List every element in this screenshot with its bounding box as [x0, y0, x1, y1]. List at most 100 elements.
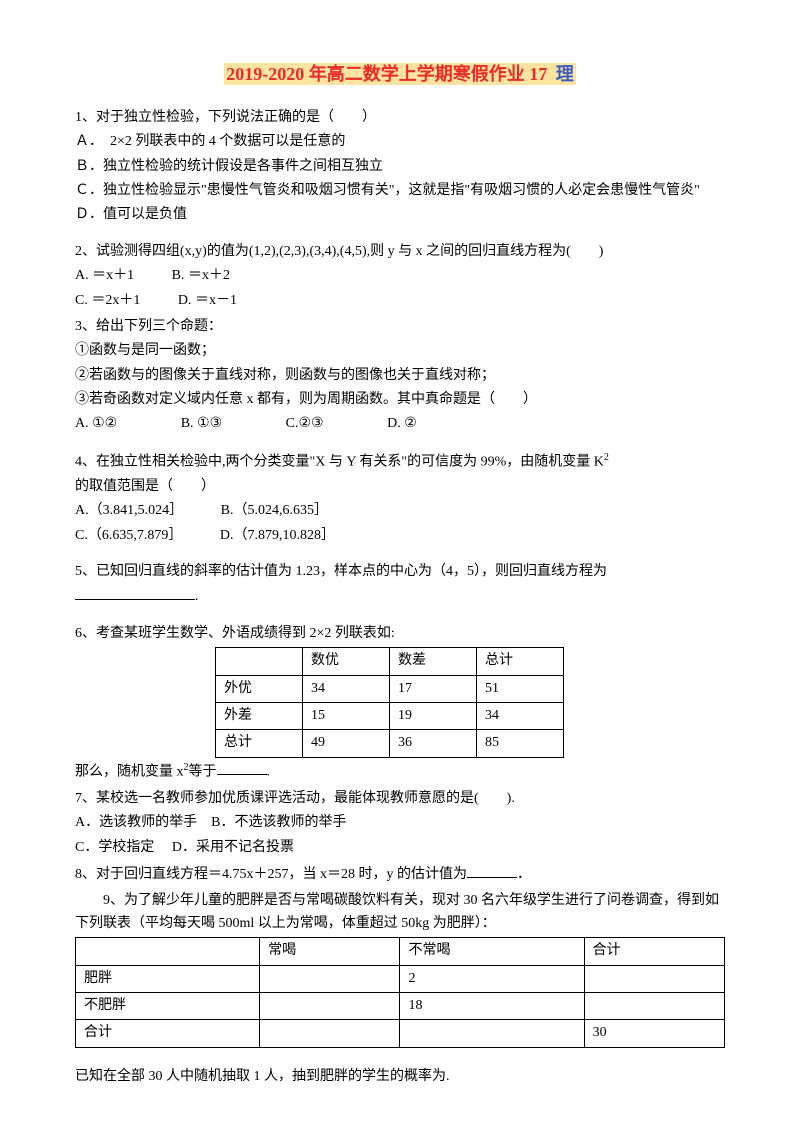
- cell: [400, 1020, 584, 1047]
- cell: 30: [584, 1020, 724, 1047]
- q6-tail-c: .: [267, 764, 271, 779]
- cell: 外优: [216, 675, 303, 702]
- table-row: 总计 49 36 85: [216, 730, 564, 757]
- q1-stem: 1、对于独立性检验，下列说法正确的是（ ）: [75, 107, 725, 129]
- q9-stem1: 9、为了解少年儿童的肥胖是否与常喝碳酸饮料有关，现对 30 名六年级学生进行了问…: [75, 890, 725, 935]
- question-3: 3、给出下列三个命题： ①函数与是同一函数； ②若函数与的图像关于直线对称，则函…: [75, 316, 725, 436]
- cell: 总计: [216, 730, 303, 757]
- table-row: 不肥胖 18: [76, 993, 725, 1020]
- q7-optD: D．采用不记名投票: [172, 840, 294, 855]
- title-part2: 理: [549, 63, 576, 85]
- q4-optB: B.（5.024,6.635］: [221, 503, 328, 518]
- q2-stem: 2、试验测得四组(x,y)的值为(1,2),(2,3),(3,4),(4,5),…: [75, 241, 725, 263]
- q4-row1: A.（3.841,5.024］ B.（5.024,6.635］: [75, 500, 725, 522]
- q8-line: 8、对于回归直线方程＝4.75x＋257，当 x＝28 时，y 的估计值为 ．: [75, 863, 725, 886]
- q3-p2: ②若函数与的图像关于直线对称，则函数与的图像也关于直线对称；: [75, 365, 725, 387]
- q8-stem: 8、对于回归直线方程＝4.75x＋257，当 x＝28 时，y 的估计值为: [75, 867, 467, 882]
- q6-th-1: 数优: [303, 648, 390, 675]
- q7-optB: B．不选该教师的举手: [211, 815, 346, 830]
- question-7: 7、某校选一名教师参加优质课评选活动，最能体现教师意愿的是( ). A．选该教师…: [75, 788, 725, 859]
- q1-optA: Ａ． 2×2 列联表中的 4 个数据可以是任意的: [75, 131, 725, 153]
- q2-row1: A. ＝x＋1 B. ＝x＋2: [75, 265, 725, 287]
- q5-stem: 5、已知回归直线的斜率的估计值为 1.23，样本点的中心为（4，5），则回归直线…: [75, 561, 725, 583]
- q6-th-3: 总计: [477, 648, 564, 675]
- cell: 36: [390, 730, 477, 757]
- q1-optB: Ｂ．独立性检验的统计假设是各事件之间相互独立: [75, 156, 725, 178]
- page-title: 2019-2020 年高二数学上学期寒假作业 17 理: [75, 60, 725, 89]
- question-6: 6、考查某班学生数学、外语成绩得到 2×2 列联表如: 数优 数差 总计 外优 …: [75, 623, 725, 784]
- table-row: 数优 数差 总计: [216, 648, 564, 675]
- table-row: 常喝 不常喝 合计: [76, 938, 725, 965]
- q4-stem: 4、在独立性相关检验中,两个分类变量"X 与 Y 有关系"的可信度为 99%，由…: [75, 450, 725, 474]
- q9-tail: 已知在全部 30 人中随机抽取 1 人，抽到肥胖的学生的概率为.: [75, 1066, 725, 1088]
- table-row: 合计 30: [76, 1020, 725, 1047]
- cell: [260, 1020, 400, 1047]
- q6-th-2: 数差: [390, 648, 477, 675]
- cell: 肥胖: [76, 965, 260, 992]
- q5-period: .: [195, 589, 199, 604]
- cell: 34: [477, 703, 564, 730]
- q7-row2: C．学校指定 D．采用不记名投票: [75, 837, 725, 859]
- cell: 17: [390, 675, 477, 702]
- q7-row1: A．选该教师的举手 B．不选该教师的举手: [75, 812, 725, 834]
- q2-optC: C. ＝2x＋1: [75, 293, 140, 308]
- q9-th-1: 常喝: [260, 938, 400, 965]
- q3-optA: A. ①②: [75, 416, 117, 431]
- q9-th-3: 合计: [584, 938, 724, 965]
- sup-2: 2: [604, 452, 609, 463]
- cell: 49: [303, 730, 390, 757]
- table-row: 外优 34 17 51: [216, 675, 564, 702]
- q4-optC: C.（6.635,7.879］: [75, 528, 182, 543]
- q3-p3: ③若奇函数对定义域内任意 x 都有，则为周期函数。其中真命题是（ ）: [75, 389, 725, 411]
- cell: 15: [303, 703, 390, 730]
- cell: 85: [477, 730, 564, 757]
- table-row: 外差 15 19 34: [216, 703, 564, 730]
- q6-tail: 那么，随机变量 x2等于.: [75, 760, 725, 784]
- q6-tail-b: 等于: [189, 764, 217, 779]
- question-9: 9、为了解少年儿童的肥胖是否与常喝碳酸饮料有关，现对 30 名六年级学生进行了问…: [75, 890, 725, 1088]
- cell: [584, 993, 724, 1020]
- question-2: 2、试验测得四组(x,y)的值为(1,2),(2,3),(3,4),(4,5),…: [75, 241, 725, 312]
- q2-optB: B. ＝x＋2: [172, 268, 230, 283]
- cell: 2: [400, 965, 584, 992]
- q6-th-0: [216, 648, 303, 675]
- q9-th-2: 不常喝: [400, 938, 584, 965]
- q6-tail-a: 那么，随机变量 x: [75, 764, 184, 779]
- cell: 18: [400, 993, 584, 1020]
- q3-options: A. ①② B. ①③ C.②③ D. ②: [75, 413, 725, 435]
- q2-optA: A. ＝x＋1: [75, 268, 134, 283]
- question-8: 8、对于回归直线方程＝4.75x＋257，当 x＝28 时，y 的估计值为 ．: [75, 863, 725, 886]
- q4-optD: D.（7.879,10.828］: [220, 528, 335, 543]
- cell: 19: [390, 703, 477, 730]
- q1-optC: Ｃ．独立性检验显示"患慢性气管炎和吸烟习惯有关"，这就是指"有吸烟习惯的人必定会…: [75, 180, 725, 202]
- q2-row2: C. ＝2x＋1 D. ＝x－1: [75, 290, 725, 312]
- q8-tail: ．: [517, 867, 531, 882]
- q8-blank: [467, 863, 517, 878]
- q4-stem-b: 的取值范围是（ ）: [75, 476, 725, 498]
- q9-th-0: [76, 938, 260, 965]
- q3-optC: C.②③: [286, 416, 324, 431]
- cell: 外差: [216, 703, 303, 730]
- question-4: 4、在独立性相关检验中,两个分类变量"X 与 Y 有关系"的可信度为 99%，由…: [75, 450, 725, 547]
- q3-optD: D. ②: [387, 416, 417, 431]
- cell: 合计: [76, 1020, 260, 1047]
- q3-optB: B. ①③: [181, 416, 222, 431]
- question-5: 5、已知回归直线的斜率的估计值为 1.23，样本点的中心为（4，5），则回归直线…: [75, 561, 725, 609]
- title-part1: 2019-2020 年高二数学上学期寒假作业 17: [224, 63, 549, 85]
- table-row: 肥胖 2: [76, 965, 725, 992]
- cell: 34: [303, 675, 390, 702]
- cell: 不肥胖: [76, 993, 260, 1020]
- q2-optD: D. ＝x－1: [178, 293, 237, 308]
- q1-optD: Ｄ．值可以是负值: [75, 204, 725, 226]
- q6-stem: 6、考查某班学生数学、外语成绩得到 2×2 列联表如:: [75, 623, 725, 645]
- cell: 51: [477, 675, 564, 702]
- q7-stem: 7、某校选一名教师参加优质课评选活动，最能体现教师意愿的是( ).: [75, 788, 725, 810]
- q6-table: 数优 数差 总计 外优 34 17 51 外差 15 19 34 总计 49 3…: [215, 647, 564, 758]
- q4-stem-a: 4、在独立性相关检验中,两个分类变量"X 与 Y 有关系"的可信度为 99%，由…: [75, 455, 604, 470]
- q3-stem: 3、给出下列三个命题：: [75, 316, 725, 338]
- cell: [584, 965, 724, 992]
- q7-optA: A．选该教师的举手: [75, 815, 197, 830]
- q3-p1: ①函数与是同一函数；: [75, 340, 725, 362]
- q5-blank-line: .: [75, 585, 725, 608]
- q9-table: 常喝 不常喝 合计 肥胖 2 不肥胖 18 合计 30: [75, 937, 725, 1048]
